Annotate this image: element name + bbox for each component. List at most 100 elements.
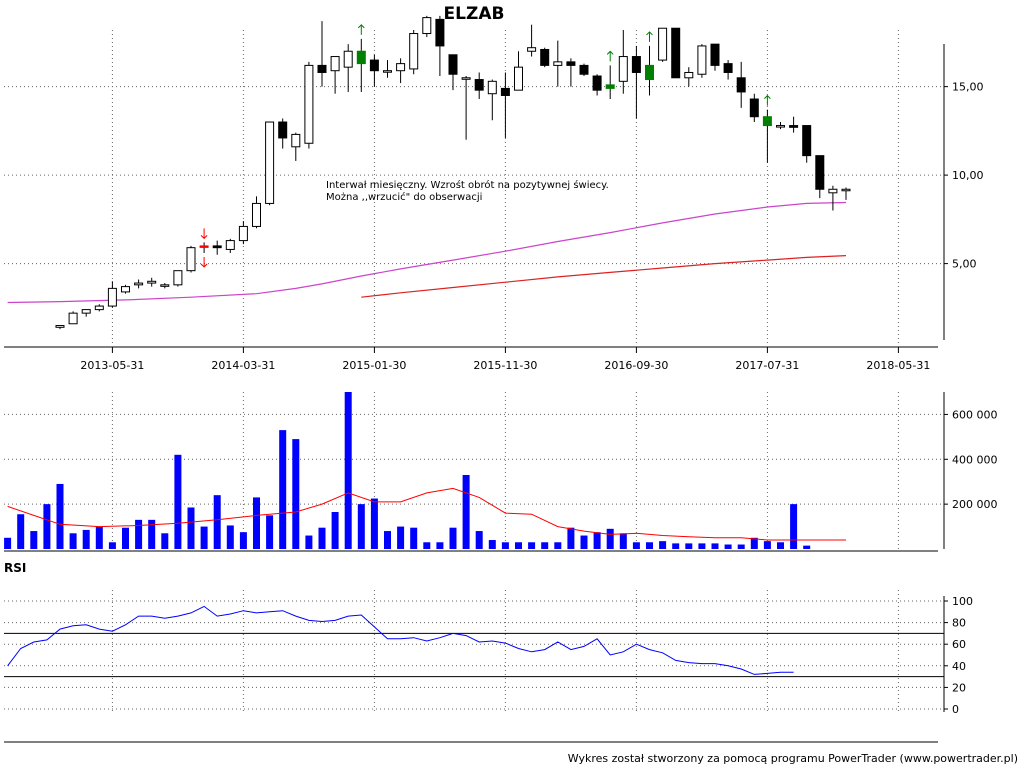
volume-bar bbox=[161, 533, 169, 549]
candle-body bbox=[592, 75, 602, 91]
candle-body bbox=[409, 33, 419, 70]
candle-body bbox=[514, 66, 523, 91]
candle-body bbox=[94, 305, 104, 311]
candle bbox=[658, 27, 668, 62]
volume-bar bbox=[187, 507, 195, 549]
candle-body bbox=[186, 247, 196, 272]
candle-body bbox=[173, 270, 183, 286]
candle-body bbox=[815, 155, 825, 190]
candle bbox=[94, 304, 104, 312]
candle-body bbox=[710, 43, 720, 66]
candle-body bbox=[736, 77, 746, 93]
candle bbox=[173, 270, 183, 287]
candle-body bbox=[618, 56, 628, 82]
candle-body bbox=[487, 80, 497, 95]
candle-body bbox=[212, 245, 222, 249]
volume-bar bbox=[436, 542, 444, 549]
rsi-y-tick-label: 100 bbox=[952, 595, 973, 608]
candle-body bbox=[225, 240, 235, 250]
candle bbox=[802, 125, 812, 163]
volume-bar bbox=[384, 531, 391, 549]
volume-bar bbox=[357, 504, 365, 549]
candle bbox=[514, 51, 523, 91]
candle-body bbox=[199, 245, 209, 248]
candle bbox=[841, 187, 851, 200]
candle bbox=[55, 325, 65, 330]
candle bbox=[238, 221, 248, 245]
price-y-tick-label: 5,00 bbox=[952, 258, 977, 271]
candle-body bbox=[802, 125, 812, 157]
volume-bar bbox=[410, 527, 418, 549]
arrow-head bbox=[357, 24, 365, 29]
candle-body bbox=[749, 98, 759, 118]
candle bbox=[461, 76, 471, 140]
price-y-tick-label: 10,00 bbox=[952, 169, 984, 182]
candle bbox=[396, 58, 406, 84]
rsi-y-tick-label: 0 bbox=[952, 703, 959, 716]
candle bbox=[762, 109, 772, 163]
candle-body bbox=[68, 312, 78, 325]
candle bbox=[330, 56, 340, 94]
rsi-y-tick-label: 40 bbox=[952, 660, 966, 673]
candle bbox=[435, 15, 445, 77]
candle bbox=[278, 118, 288, 149]
candle-body bbox=[631, 56, 641, 73]
volume-bar bbox=[95, 526, 103, 549]
candle-body bbox=[147, 280, 157, 284]
x-tick-label: 2017-07-31 bbox=[735, 359, 799, 372]
candle-body bbox=[252, 202, 261, 227]
candle bbox=[749, 93, 759, 123]
volume-bar bbox=[253, 497, 260, 549]
candle bbox=[579, 63, 589, 77]
volume-bar bbox=[672, 543, 680, 549]
arrow-up-icon bbox=[606, 50, 614, 62]
candle bbox=[736, 61, 746, 108]
volume-bar bbox=[148, 519, 156, 549]
volume-bar bbox=[541, 542, 549, 549]
arrow-down-icon bbox=[200, 256, 208, 268]
candle-body bbox=[369, 59, 379, 72]
candle-body bbox=[474, 79, 484, 91]
annotation-line-1: Interwał miesięczny. Wzrośt obrót na poz… bbox=[326, 179, 609, 191]
candle bbox=[68, 311, 78, 325]
candle-body bbox=[107, 287, 117, 307]
arrow-head bbox=[646, 31, 653, 36]
candle-body bbox=[789, 125, 799, 128]
candle-body bbox=[461, 77, 471, 80]
volume-bar bbox=[292, 439, 300, 549]
candle bbox=[134, 279, 144, 289]
x-tick-label: 2015-01-30 bbox=[342, 359, 406, 372]
arrow-up-icon bbox=[646, 31, 653, 42]
candle bbox=[304, 61, 314, 149]
volume-bar bbox=[213, 495, 221, 549]
volume-bar bbox=[318, 527, 326, 549]
candle bbox=[540, 47, 550, 68]
volume-bar bbox=[174, 454, 182, 549]
arrow-head bbox=[200, 263, 208, 268]
volume-bar bbox=[56, 483, 64, 549]
volume-bar bbox=[449, 527, 457, 549]
rsi-panel: RSI 0 20 40 60 80 100 bbox=[4, 561, 973, 743]
volume-bar bbox=[4, 537, 12, 549]
x-tick-label: 2013-05-31 bbox=[80, 359, 144, 372]
candle-body bbox=[540, 48, 550, 66]
volume-bar bbox=[750, 537, 758, 549]
candle bbox=[776, 122, 785, 130]
volume-bar bbox=[790, 504, 798, 549]
candle-body bbox=[435, 18, 445, 47]
chart-title: ELZAB bbox=[444, 4, 505, 24]
volume-y-tick-label: 400 000 bbox=[952, 453, 998, 466]
candle bbox=[605, 65, 615, 100]
arrow-down-icon bbox=[200, 228, 208, 240]
volume-bar bbox=[803, 545, 811, 549]
ma-short-line bbox=[361, 255, 847, 298]
volume-bar bbox=[30, 531, 38, 549]
candle-body bbox=[723, 63, 733, 73]
candle-body bbox=[579, 64, 589, 75]
candle-body bbox=[330, 56, 340, 72]
candle bbox=[592, 74, 602, 96]
volume-y-tick-label: 200 000 bbox=[952, 498, 998, 511]
arrow-head bbox=[606, 50, 614, 55]
rsi-line bbox=[7, 605, 794, 675]
